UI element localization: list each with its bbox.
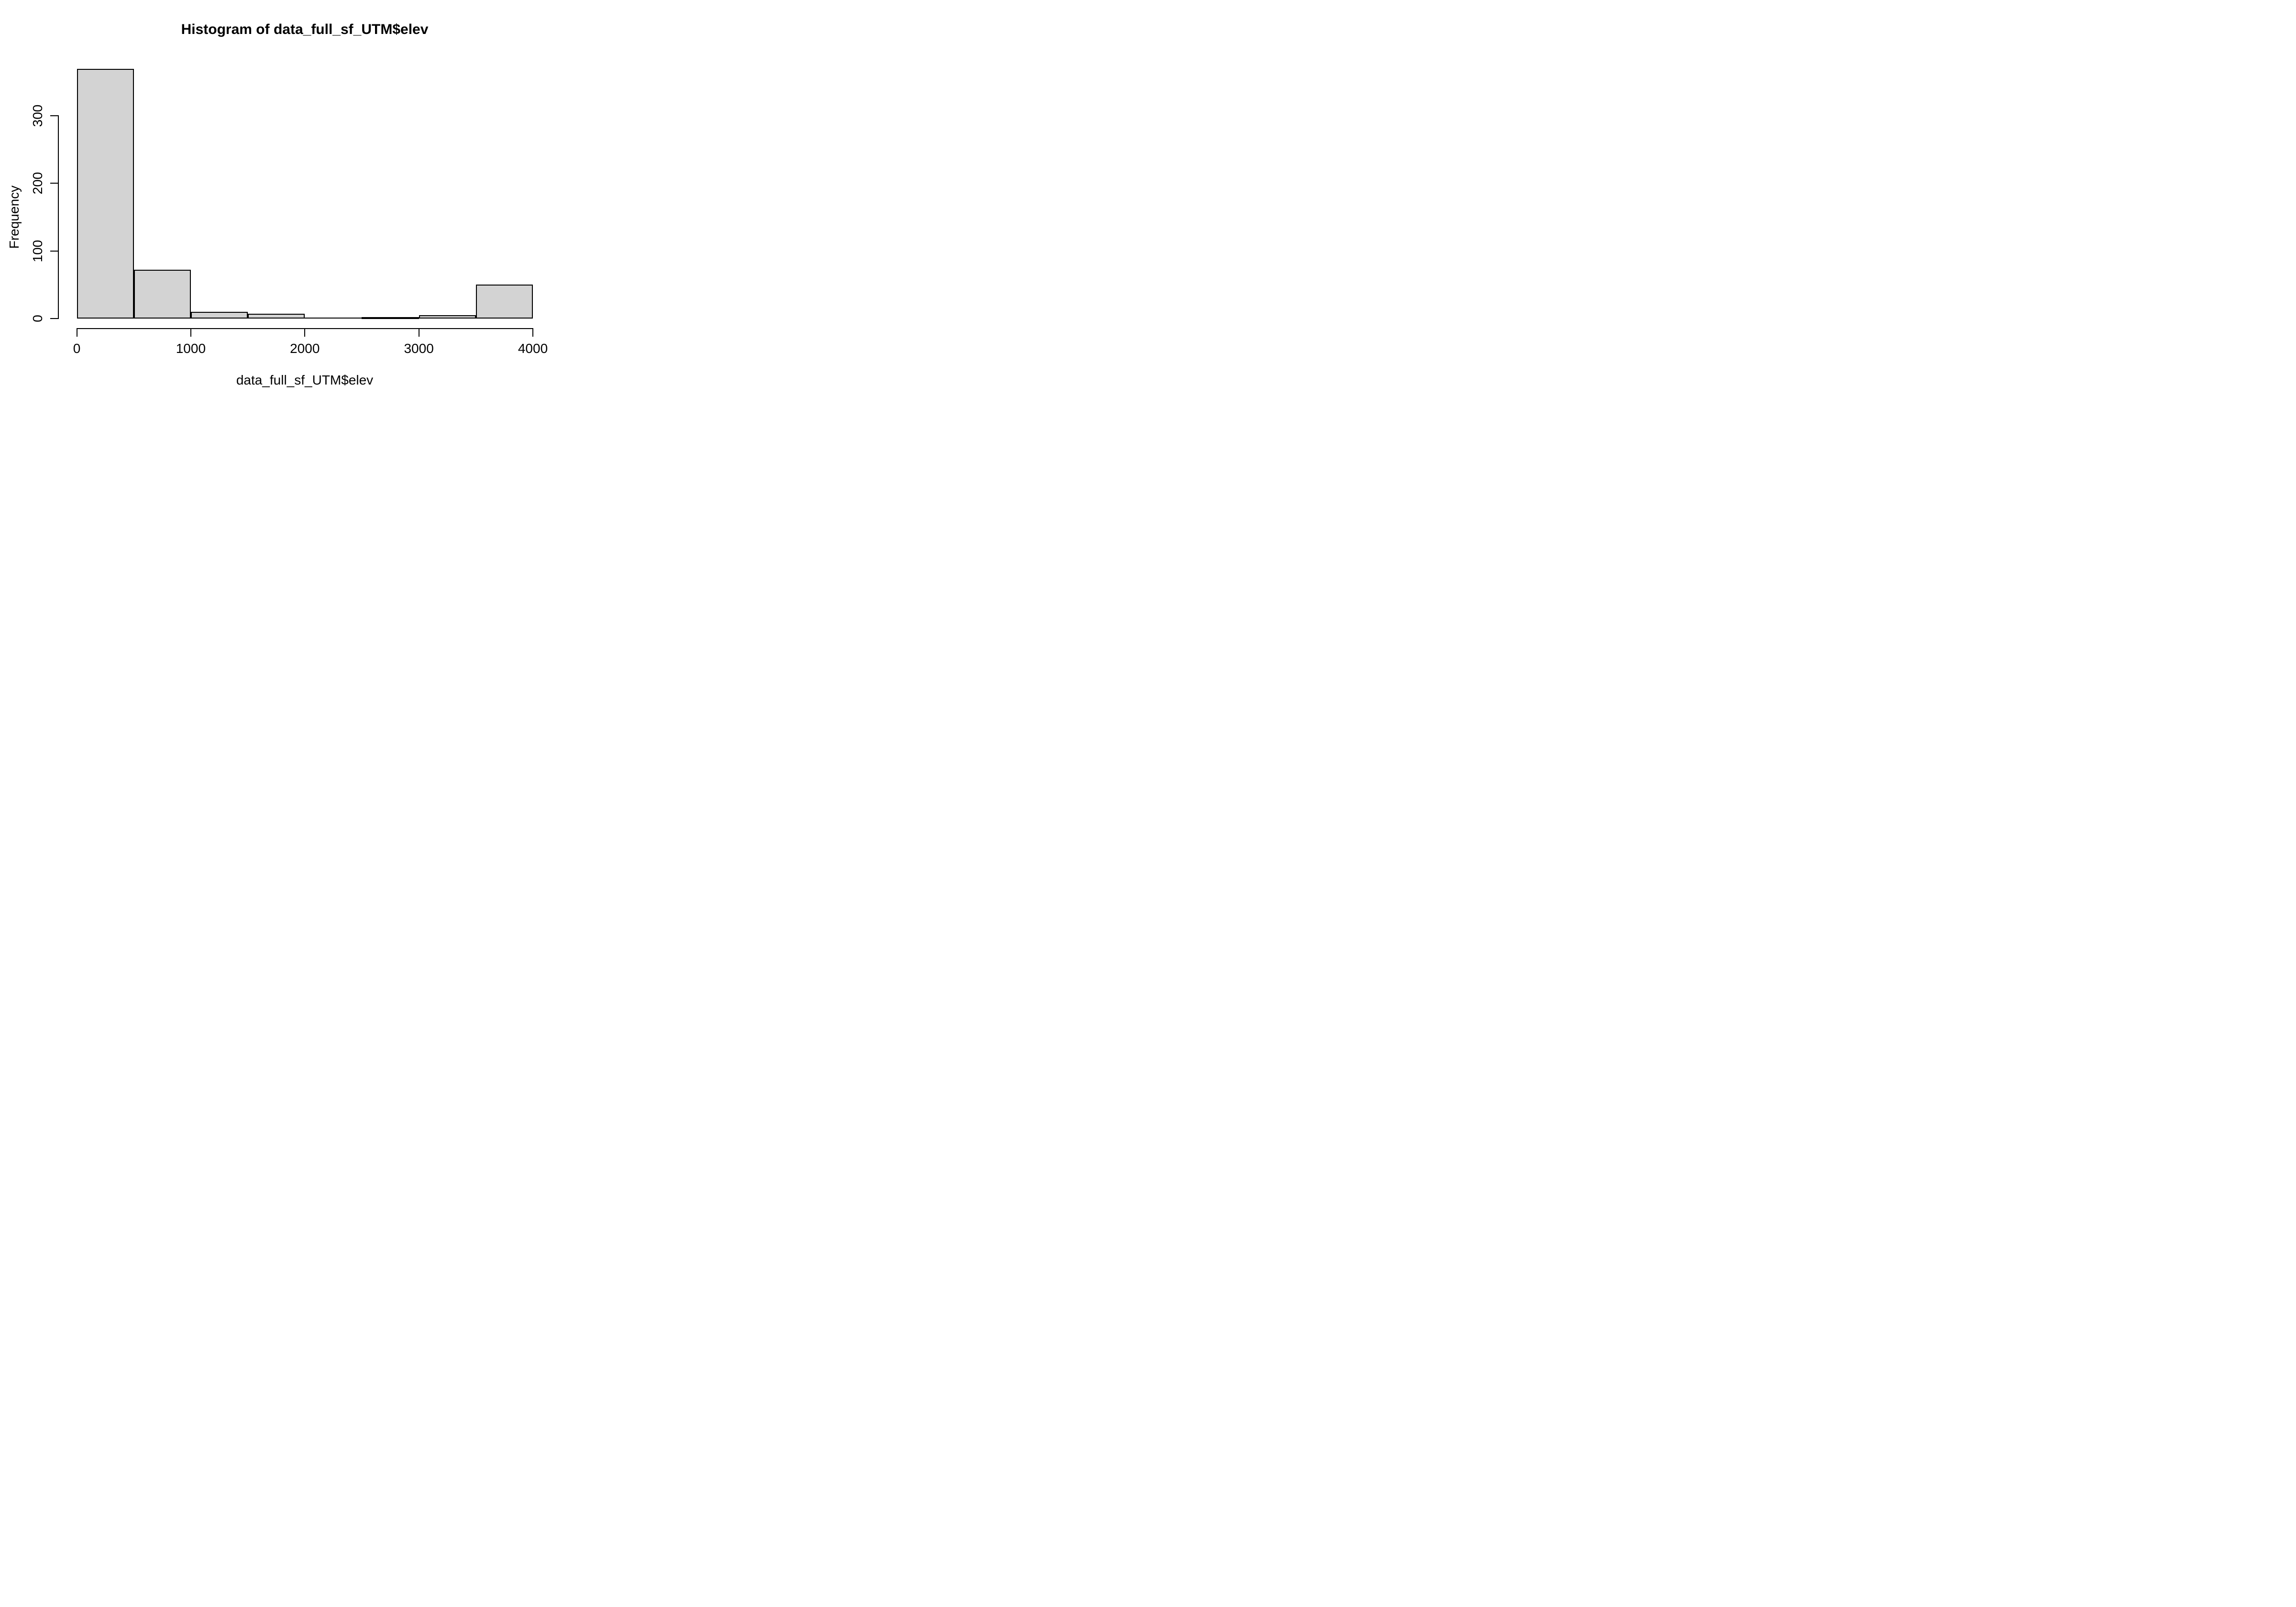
y-axis-line: [58, 115, 59, 319]
y-tick-label: 0: [30, 315, 45, 322]
chart-title: Histogram of data_full_sf_UTM$elev: [181, 22, 429, 37]
x-tick: [190, 328, 191, 337]
y-tick-label: 100: [30, 240, 45, 262]
histogram-bar: [190, 311, 248, 319]
x-tick: [304, 328, 306, 337]
histogram-bar: [419, 315, 476, 319]
y-tick-label: 200: [30, 172, 45, 195]
histogram-figure: Histogram of data_full_sf_UTM$elev Frequ…: [0, 0, 574, 402]
x-tick-label: 4000: [518, 341, 548, 356]
histogram-bar: [475, 285, 533, 319]
y-tick: [50, 250, 58, 252]
histogram-bar: [248, 314, 305, 319]
x-tick-label: 1000: [176, 341, 206, 356]
x-tick-label: 0: [73, 341, 81, 356]
plot-area: 0 100 200 300 0 1000 2000 3000 4000: [0, 0, 574, 402]
y-tick: [50, 115, 58, 116]
histogram-bar: [133, 270, 191, 319]
y-tick: [50, 318, 58, 319]
y-tick: [50, 183, 58, 184]
x-tick: [532, 328, 533, 337]
histogram-bar: [362, 317, 419, 319]
y-tick-label: 300: [30, 104, 45, 127]
histogram-bar: [77, 68, 134, 319]
x-tick-label: 3000: [404, 341, 434, 356]
x-tick-label: 2000: [290, 341, 320, 356]
histogram-bar-zero: [305, 318, 362, 319]
x-axis-title: data_full_sf_UTM$elev: [236, 373, 374, 387]
